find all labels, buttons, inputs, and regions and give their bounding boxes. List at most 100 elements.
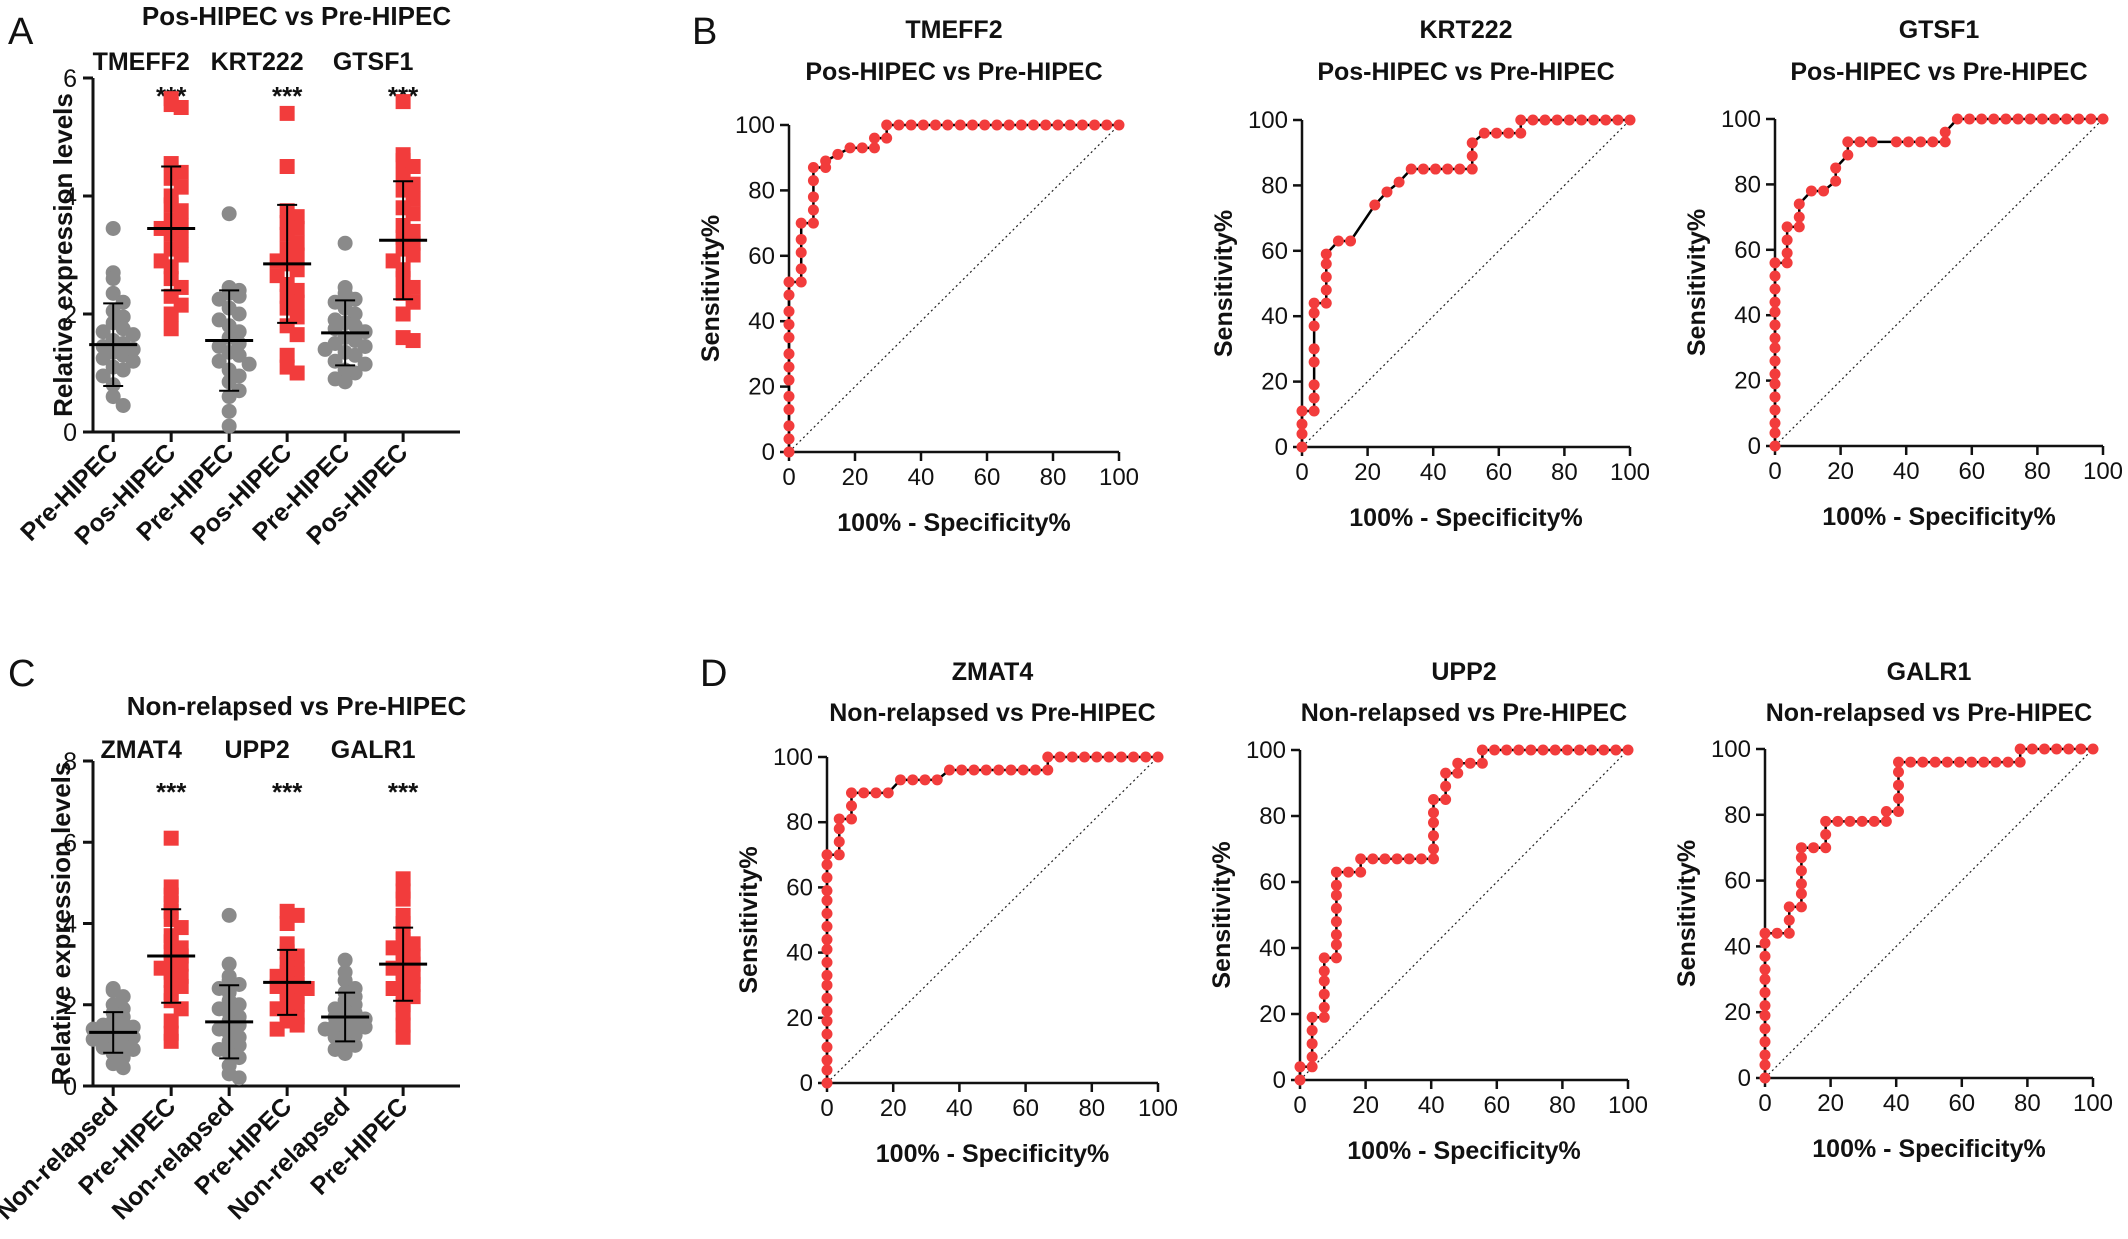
roc-point [1759,1000,1771,1012]
roc-point [821,921,833,933]
x-tick-label: 80 [2024,458,2051,485]
roc-point [1610,744,1622,756]
roc-point [1427,843,1439,855]
x-tick-label: 100 [1608,1092,1648,1119]
roc-point [1624,114,1636,126]
x-tick-label: 40 [1893,458,1920,485]
x-tick-label: 60 [1012,1095,1039,1122]
y-tick-label: 60 [748,243,775,270]
roc-point [2036,113,2048,125]
roc-point [1478,127,1490,139]
y-tick-label: 8 [63,748,77,776]
roc-point [1759,1072,1771,1084]
x-tick-label: 60 [1958,458,1985,485]
roc-point [1427,807,1439,819]
roc-point [1318,975,1330,987]
roc-point [1042,751,1054,763]
roc-point [919,774,931,786]
roc-point [1066,751,1078,763]
roc-point [844,142,856,154]
roc-point [1795,865,1807,877]
data-point-square [395,306,411,322]
roc-point [1128,751,1140,763]
roc-point [821,934,833,946]
roc-point [1964,113,1976,125]
roc-point [1769,355,1781,367]
data-point-circle [231,347,247,363]
roc-point [783,305,795,317]
roc-point [1892,806,1904,818]
roc-point [1929,756,1941,768]
roc-point [1515,114,1527,126]
roc-point [1783,927,1795,939]
roc-point [1890,136,1902,148]
roc-point [1015,119,1027,131]
roc-point [1330,889,1342,901]
roc-point [821,1028,833,1040]
roc-point [1296,428,1308,440]
roc-panel-d1: ZMAT4 Non-relapsed vs Pre-HIPEC 100% - Spe… [735,658,1178,1168]
roc-point [833,849,845,861]
roc-point [1563,114,1575,126]
roc-point [1537,744,1549,756]
roc-point [1866,136,1878,148]
data-point-circle [221,389,237,405]
roc-point [942,119,954,131]
roc-title: TMEFF2 [905,16,1002,44]
y-tick-label: 0 [63,1073,77,1101]
y-axis-label: Sensitivity% [697,215,725,362]
roc-point [1856,815,1868,827]
data-point-circle [115,989,131,1005]
roc-point [1140,751,1152,763]
roc-point [868,142,880,154]
x-tick-label: 40 [946,1095,973,1122]
roc-point [1296,441,1308,453]
roc-title: ZMAT4 [952,658,1034,686]
roc-panel-d2: UPP2 Non-relapsed vs Pre-HIPEC 100% - Spec… [1208,658,1648,1165]
roc-point [1820,842,1832,854]
data-point-square [279,916,295,931]
roc-point [2038,743,2050,755]
roc-point [807,204,819,216]
roc-point [1355,866,1367,878]
y-tick-label: 60 [786,874,813,901]
roc-point [832,148,844,160]
roc-point [821,885,833,897]
y-axis-label: Sensitivity% [1210,210,1238,357]
roc-point [845,800,857,812]
y-tick-label: 40 [1724,933,1751,960]
roc-point [1308,405,1320,417]
roc-point [1318,952,1330,964]
roc-point [1330,879,1342,891]
roc-point [1795,888,1807,900]
roc-point [1892,756,1904,768]
roc-point [1442,163,1454,175]
data-point-circle [317,1021,333,1037]
y-tick-label: 0 [1275,434,1288,461]
data-point-square [163,830,179,846]
roc-point [1330,952,1342,964]
data-point-circle [125,1041,141,1057]
gene-label: TMEFF2 [93,48,190,76]
data-point-circle [221,418,237,434]
panel-label-c: C [8,653,35,695]
roc-point [821,907,833,919]
roc-point [2075,743,2087,755]
significance-stars: *** [272,777,303,807]
roc-curve [825,755,1158,1083]
y-tick-label: 60 [1734,237,1761,264]
x-tick-label: 60 [1483,1092,1510,1119]
roc-point [1343,866,1355,878]
roc-point [1832,815,1844,827]
roc-point [1769,368,1781,380]
roc-point [1466,163,1478,175]
roc-point [1759,937,1771,949]
roc-point [1769,283,1781,295]
roc-point [1622,744,1634,756]
roc-point [1783,914,1795,926]
roc-subtitle: Pos-HIPEC vs Pre-HIPEC [1790,58,2087,86]
reference-diagonal [1301,119,1631,448]
data-point-square [395,94,411,110]
roc-subtitle: Pos-HIPEC vs Pre-HIPEC [805,58,1102,86]
